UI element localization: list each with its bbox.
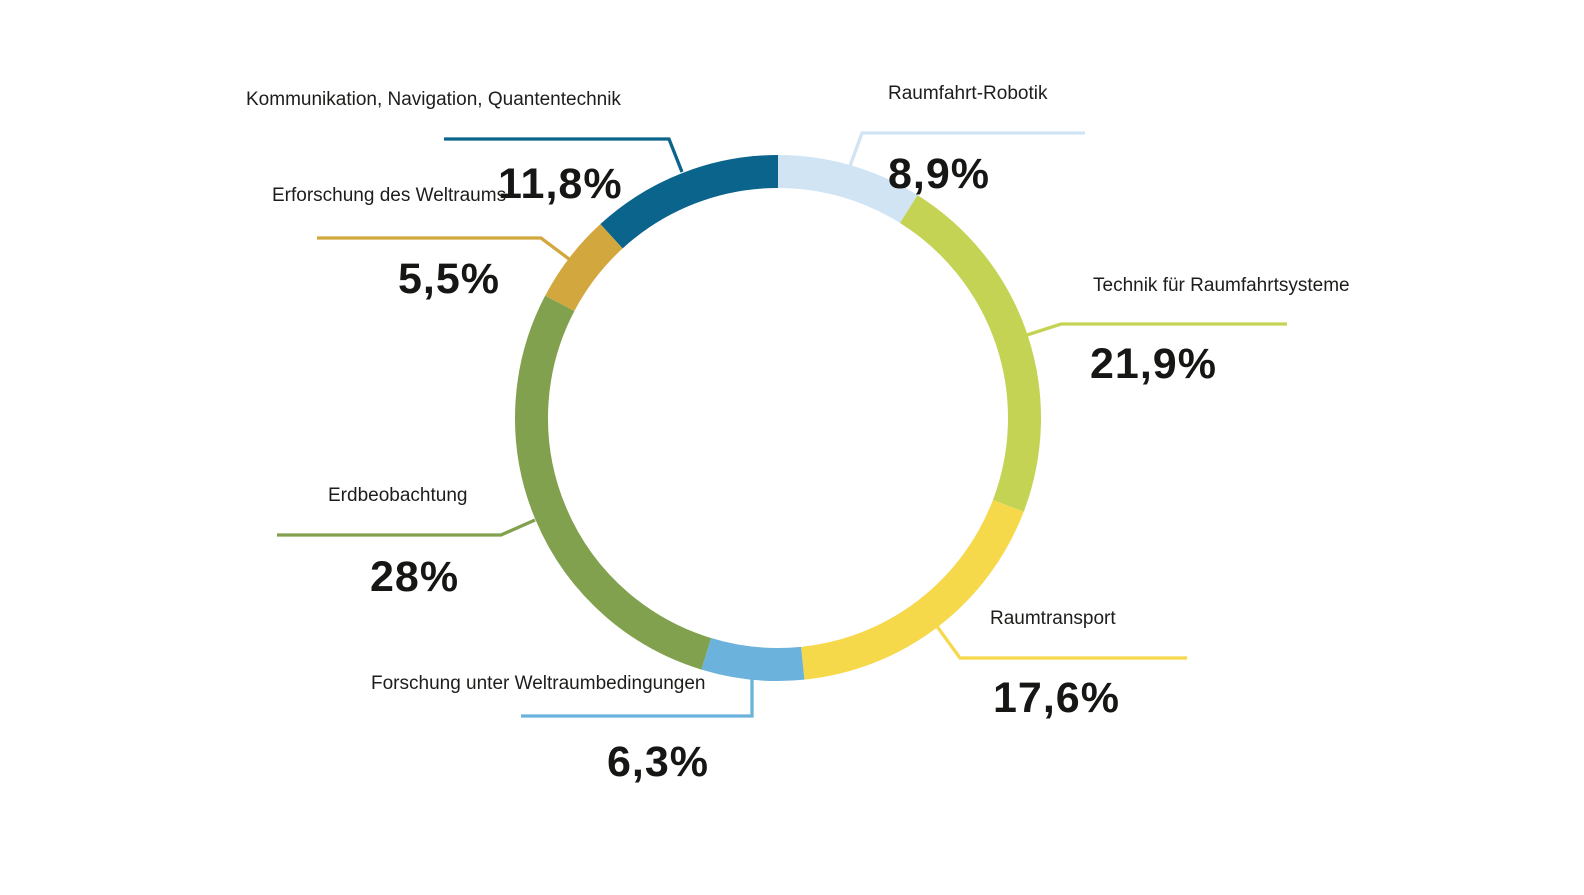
leader-line-erdbeobachtung	[277, 518, 536, 537]
donut-segments-group	[515, 155, 1041, 681]
segment-value-erforschung: 5,5%	[398, 255, 501, 303]
segment-value-erdbeobachtung: 28%	[370, 553, 460, 601]
segment-value-kommunikation: 11,8%	[498, 160, 623, 208]
donut-segment-6	[600, 155, 779, 249]
leader-line-raumfahrt-robotik	[848, 131, 1085, 167]
donut-segment-5	[545, 224, 623, 312]
segment-label-raumtransport: Raumtransport	[990, 608, 1116, 629]
leader-line-forschung	[521, 679, 754, 718]
donut-segment-1	[899, 195, 1041, 512]
leader-line-raumtransport	[934, 624, 1187, 660]
segment-value-raumfahrt-robotik: 8,9%	[888, 150, 991, 198]
donut-segment-3	[701, 637, 805, 681]
leader-lines-group	[277, 131, 1287, 718]
leader-line-kommunikation	[444, 137, 684, 173]
segment-label-technik: Technik für Raumfahrtsysteme	[1093, 275, 1350, 296]
segment-label-erdbeobachtung: Erdbeobachtung	[328, 485, 468, 506]
segment-value-technik: 21,9%	[1090, 340, 1217, 388]
segment-value-forschung: 6,3%	[607, 738, 710, 786]
segment-label-kommunikation: Kommunikation, Navigation, Quantentechni…	[246, 89, 621, 110]
leader-line-erforschung	[317, 236, 570, 261]
segment-value-raumtransport: 17,6%	[993, 674, 1120, 722]
leader-line-technik	[1026, 322, 1287, 337]
segment-label-raumfahrt-robotik: Raumfahrt-Robotik	[888, 83, 1048, 104]
donut-segment-2	[800, 499, 1024, 680]
segment-label-forschung: Forschung unter Weltraumbedingungen	[371, 673, 706, 694]
donut-segment-4	[515, 295, 712, 670]
donut-segment-0	[777, 155, 918, 224]
segment-label-erforschung: Erforschung des Weltraums	[272, 185, 507, 206]
